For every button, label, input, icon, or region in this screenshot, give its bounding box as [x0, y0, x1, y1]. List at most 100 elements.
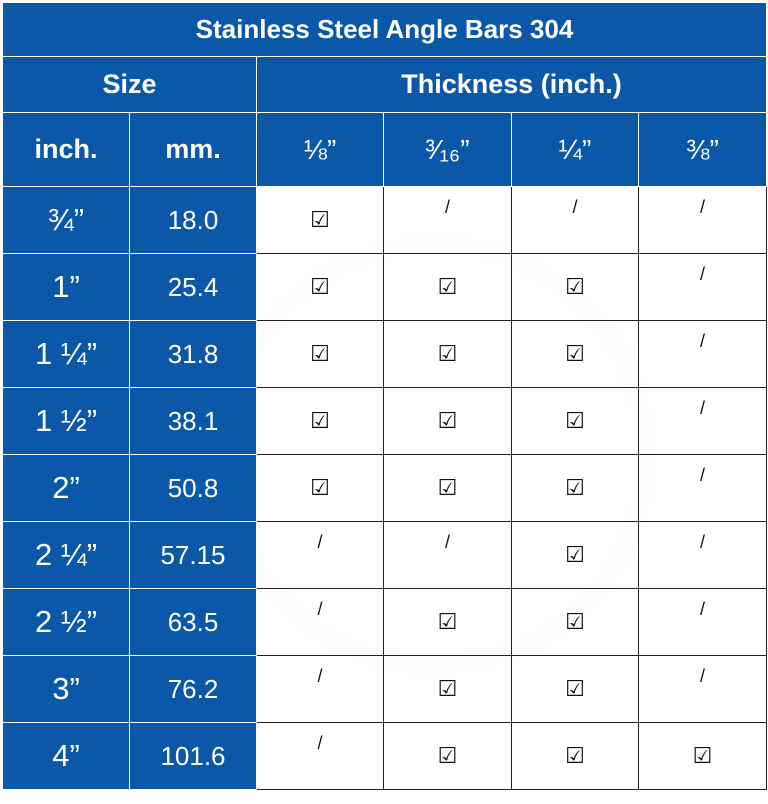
availability-cell: /	[637, 521, 768, 589]
checkbox-checked-icon: ☑	[310, 274, 330, 299]
availability-cell: ☑	[383, 588, 512, 656]
table-row: 2” 50.8 ☑ ☑ ☑ /	[2, 454, 768, 522]
size-inch-cell: 2 ½”	[2, 588, 130, 656]
size-mm-cell: 25.4	[129, 253, 257, 321]
checkbox-checked-icon: ☑	[310, 408, 330, 433]
size-inch-cell: 1 ¼”	[2, 320, 130, 388]
not-available-mark: /	[444, 532, 450, 552]
size-inch-cell: 1 ½”	[2, 387, 130, 455]
availability-cell: ☑	[511, 454, 639, 522]
table-row: 1” 25.4 ☑ ☑ ☑ /	[2, 253, 768, 321]
checkbox-checked-icon: ☑	[565, 408, 585, 433]
availability-cell: /	[256, 655, 384, 723]
size-mm-cell: 18.0	[129, 186, 257, 254]
availability-cell: /	[511, 186, 639, 254]
availability-cell: ☑	[511, 387, 639, 455]
table-title: Stainless Steel Angle Bars 304	[1, 2, 768, 57]
availability-cell: ☑	[383, 320, 512, 388]
availability-cell: ☑	[256, 320, 384, 388]
checkbox-checked-icon: ☑	[437, 341, 458, 366]
size-mm-cell: 57.15	[129, 521, 257, 589]
checkbox-checked-icon: ☑	[310, 341, 330, 366]
checkbox-checked-icon: ☑	[310, 207, 330, 232]
checkbox-checked-icon: ☑	[565, 274, 585, 299]
table-row: ¾” 18.0 ☑ / / /	[2, 186, 768, 254]
table-row: 2 ¼” 57.15 / / ☑ /	[2, 521, 768, 589]
availability-cell: /	[637, 454, 768, 522]
availability-cell: ☑	[511, 722, 639, 790]
not-available-mark: /	[317, 666, 323, 686]
availability-cell: ☑	[256, 253, 384, 321]
not-available-mark: /	[700, 197, 706, 217]
availability-cell: ☑	[511, 521, 639, 589]
availability-cell: ☑	[256, 186, 384, 254]
size-mm-cell: 31.8	[129, 320, 257, 388]
not-available-mark: /	[700, 465, 706, 485]
not-available-mark: /	[317, 532, 323, 552]
angle-bars-table: Stainless Steel Angle Bars 304 Size Thic…	[1, 2, 768, 790]
availability-cell: ☑	[511, 320, 639, 388]
size-mm-cell: 38.1	[129, 387, 257, 455]
table-row: 2 ½” 63.5 / ☑ ☑ /	[2, 588, 768, 656]
availability-cell: ☑	[383, 387, 512, 455]
not-available-mark: /	[700, 331, 706, 351]
checkbox-checked-icon: ☑	[437, 274, 458, 299]
checkbox-checked-icon: ☑	[565, 676, 585, 701]
size-inch-cell: 1”	[2, 253, 130, 321]
checkbox-checked-icon: ☑	[310, 475, 330, 500]
availability-cell: /	[256, 588, 384, 656]
availability-cell: ☑	[511, 253, 639, 321]
checkbox-checked-icon: ☑	[437, 676, 458, 701]
size-mm-cell: 50.8	[129, 454, 257, 522]
size-inch-cell: 4”	[2, 722, 130, 790]
size-inch-cell: 2 ¼”	[2, 521, 130, 589]
thickness-col-1-8: ⅛”	[256, 112, 384, 187]
availability-cell: /	[637, 387, 768, 455]
not-available-mark: /	[700, 264, 706, 284]
checkbox-checked-icon: ☑	[437, 475, 458, 500]
not-available-mark: /	[572, 197, 578, 217]
availability-cell: ☑	[383, 454, 512, 522]
size-mm-cell: 63.5	[129, 588, 257, 656]
checkbox-checked-icon: ☑	[437, 408, 458, 433]
size-inch-cell: ¾”	[2, 186, 130, 254]
not-available-mark: /	[317, 733, 323, 753]
thickness-header: Thickness (inch.)	[255, 56, 768, 113]
thickness-col-1-4: ¼”	[511, 112, 639, 187]
size-inch-cell: 3”	[2, 655, 130, 723]
availability-cell: /	[637, 655, 768, 723]
checkbox-checked-icon: ☑	[692, 743, 713, 768]
table-row: 1 ¼” 31.8 ☑ ☑ ☑ /	[2, 320, 768, 388]
inch-column-header: inch.	[2, 112, 130, 187]
availability-cell: /	[256, 521, 384, 589]
availability-cell: /	[383, 186, 512, 254]
mm-column-header: mm.	[129, 112, 257, 187]
checkbox-checked-icon: ☑	[565, 341, 585, 366]
not-available-mark: /	[700, 666, 706, 686]
checkbox-checked-icon: ☑	[565, 743, 585, 768]
size-mm-cell: 76.2	[129, 655, 257, 723]
checkbox-checked-icon: ☑	[565, 475, 585, 500]
size-inch-cell: 2”	[2, 454, 130, 522]
availability-cell: /	[383, 521, 512, 589]
table-row: 3” 76.2 / ☑ ☑ /	[2, 655, 768, 723]
not-available-mark: /	[700, 398, 706, 418]
table-row: 4” 101.6 / ☑ ☑ ☑	[2, 722, 768, 790]
checkbox-checked-icon: ☑	[437, 609, 458, 634]
checkbox-checked-icon: ☑	[565, 542, 585, 567]
availability-cell: ☑	[256, 387, 384, 455]
availability-cell: ☑	[637, 722, 768, 790]
thickness-col-3-16: ³⁄₁₆”	[383, 112, 512, 187]
size-mm-cell: 101.6	[129, 722, 257, 790]
availability-cell: ☑	[383, 253, 512, 321]
checkbox-checked-icon: ☑	[437, 743, 458, 768]
availability-cell: ☑	[383, 722, 512, 790]
size-header: Size	[2, 56, 257, 113]
availability-cell: /	[637, 253, 768, 321]
table-row: 1 ½” 38.1 ☑ ☑ ☑ /	[2, 387, 768, 455]
not-available-mark: /	[700, 599, 706, 619]
availability-cell: /	[637, 588, 768, 656]
thickness-col-3-8: ⅜”	[637, 112, 768, 187]
availability-cell: ☑	[511, 655, 639, 723]
not-available-mark: /	[444, 197, 450, 217]
